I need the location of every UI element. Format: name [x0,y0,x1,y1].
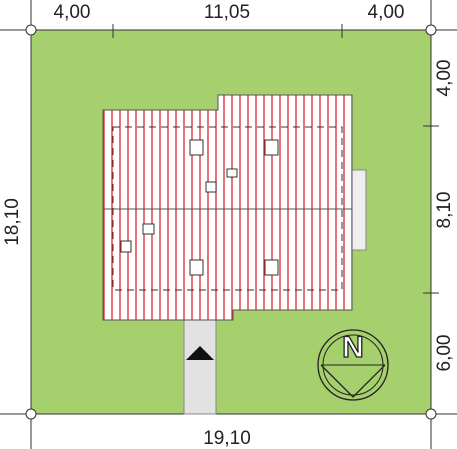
dimension-label: 6,00 [434,335,455,372]
terrace [351,169,367,251]
driveway [183,319,217,415]
dimension-label: 11,05 [204,2,250,23]
roof-windows [120,139,279,276]
wall-outline [112,126,343,291]
north-arrow: N [317,329,389,401]
compass-label: N [342,331,364,364]
dimension-label: 19,10 [203,428,251,449]
dimension-label: 18,10 [2,198,23,246]
entrance-arrow [186,346,214,360]
roof [102,94,353,321]
dimension-label: 4,00 [54,2,91,23]
corner-markers [25,24,437,420]
dimension-label: 4,00 [368,2,405,23]
dimension-label: 4,00 [434,60,455,97]
dimension-label: 8,10 [434,192,455,229]
